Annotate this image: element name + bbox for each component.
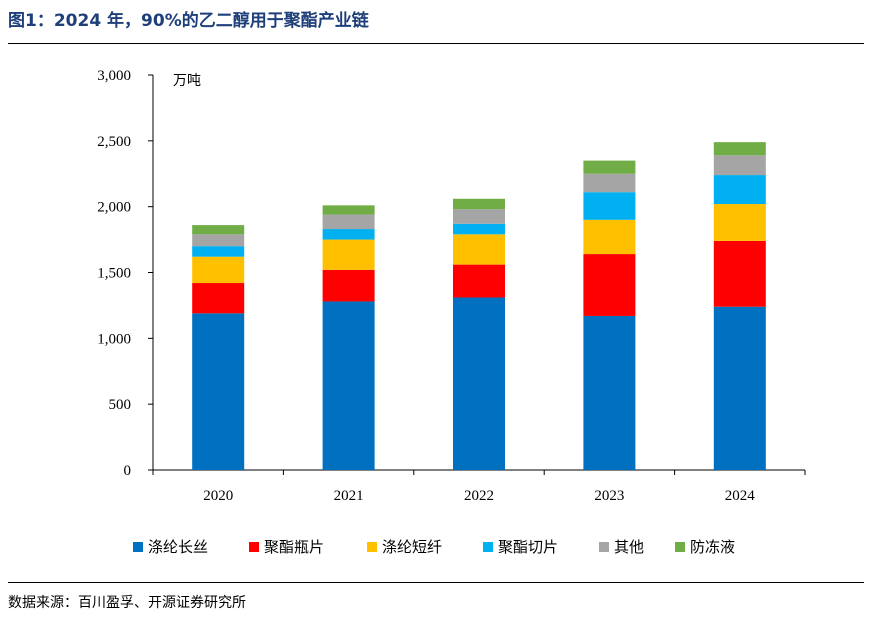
bar-segment — [713, 175, 766, 205]
y-tick-label: 1,000 — [97, 331, 131, 347]
bar-segment — [583, 315, 636, 470]
y-tick-label: 1,500 — [97, 266, 131, 282]
legend-label: 涤纶短纤 — [382, 538, 442, 556]
bar-segment — [453, 209, 505, 224]
bar-segment — [192, 225, 245, 235]
x-tick-label: 2021 — [334, 488, 364, 504]
bar-segment — [192, 313, 245, 470]
bar-segment — [583, 219, 636, 255]
x-tick-label: 2022 — [464, 488, 494, 504]
bar-segment — [322, 269, 375, 302]
figure-title: 图1：2024 年，90%的乙二醇用于聚酯产业链 — [8, 11, 369, 31]
x-tick-label: 2023 — [594, 488, 624, 504]
legend-swatch — [483, 542, 493, 552]
title-rule — [8, 43, 864, 44]
bar-segment — [583, 160, 636, 174]
bar-segment — [713, 142, 766, 156]
bar-segment — [583, 192, 636, 220]
chart-axes: 0 500 1,000 1,500 2,000 2,500 3,000 万吨 2020 2021 2… — [97, 68, 806, 504]
x-tick-label: 2024 — [725, 488, 756, 504]
y-unit-label: 万吨 — [173, 73, 201, 89]
legend-label: 防冻液 — [690, 538, 735, 556]
bar-segment — [453, 234, 505, 265]
bar-segment — [322, 301, 375, 470]
bar-segment — [192, 256, 245, 284]
x-tick-label: 2020 — [203, 488, 233, 504]
bar-segment — [453, 297, 505, 470]
legend-swatch — [675, 542, 685, 552]
bar-segment — [713, 306, 766, 470]
legend-swatch — [249, 542, 259, 552]
bar-segment — [322, 214, 375, 230]
bar-segment — [322, 229, 375, 240]
legend-label: 聚酯瓶片 — [264, 538, 324, 556]
bar-segment — [192, 246, 245, 257]
bar-segment — [583, 173, 636, 193]
legend-swatch — [367, 542, 377, 552]
bar-segment — [322, 239, 375, 270]
chart-bars — [192, 142, 766, 470]
bar-segment — [713, 240, 766, 307]
bar-segment — [192, 283, 245, 314]
y-tick-label: 2,500 — [97, 134, 131, 150]
y-tick-label: 3,000 — [97, 68, 131, 84]
bar-segment — [192, 234, 245, 247]
bar-segment — [453, 223, 505, 235]
legend-label: 涤纶长丝 — [148, 538, 208, 556]
y-tick-label: 500 — [109, 397, 132, 413]
y-tick-label: 2,000 — [97, 200, 131, 216]
source-note: 数据来源：百川盈孚、开源证券研究所 — [8, 595, 246, 611]
source-rule — [8, 582, 864, 583]
legend-label: 其他 — [614, 538, 644, 556]
bar-segment — [583, 254, 636, 316]
bar-segment — [453, 264, 505, 298]
legend-swatch — [599, 542, 609, 552]
y-tick-label: 0 — [124, 463, 132, 479]
bar-segment — [713, 204, 766, 241]
legend-label: 聚酯切片 — [498, 538, 558, 556]
bar-segment — [713, 155, 766, 176]
legend-swatch — [133, 542, 143, 552]
chart-legend: 涤纶长丝 聚酯瓶片 涤纶短纤 聚酯切片 其他 防冻液 — [133, 538, 735, 556]
bar-segment — [453, 198, 505, 210]
stacked-bar-chart: 0 500 1,000 1,500 2,000 2,500 3,000 万吨 2020 2021 2… — [97, 68, 806, 556]
bar-segment — [322, 205, 375, 215]
